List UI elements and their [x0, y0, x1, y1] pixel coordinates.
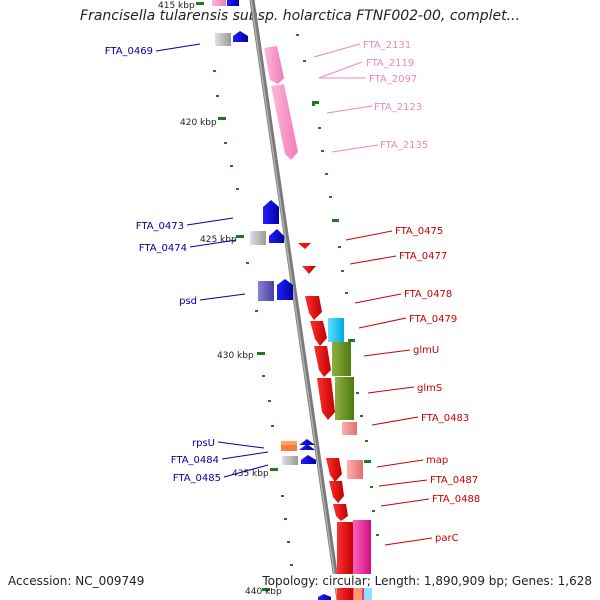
gene-label: map [426, 455, 448, 466]
ruler-label: 415 kbp [158, 1, 195, 11]
gene-label: FTA_0479 [409, 314, 457, 325]
gene-label: glmS [417, 383, 442, 394]
backbone [249, 0, 342, 600]
gene-label: FTA_0475 [395, 226, 443, 237]
ruler-label: 435 kbp [232, 469, 269, 479]
gene-label: FTA_0474 [139, 243, 187, 254]
gene-label: FTA_2097 [369, 74, 417, 85]
gene-label: FTA_0473 [136, 221, 184, 232]
gene-label: FTA_0483 [421, 413, 469, 424]
gene-label: FTA_0477 [399, 251, 447, 262]
gene-label: FTA_0484 [171, 455, 219, 466]
gene-label: FTA_2131 [363, 40, 411, 51]
ruler-label: 440 kbp [245, 587, 282, 597]
ruler-label: 430 kbp [217, 351, 254, 361]
gene-label: FTA_0478 [404, 289, 452, 300]
left-feature-labels[interactable]: FTA_0469 FTA_0473 FTA_0474 psd rpsU FTA_… [105, 46, 221, 484]
gene-label: FTA_0487 [430, 475, 478, 486]
gene-label: FTA_0469 [105, 46, 153, 57]
map-title: Francisella tularensis subsp. holarctica… [80, 8, 520, 24]
gene-label: FTA_2119 [366, 58, 414, 69]
track-dots [213, 34, 379, 566]
gene-label: glmU [413, 345, 439, 356]
gene-label: parC [435, 533, 459, 544]
ruler-label: 425 kbp [200, 235, 237, 245]
ruler-label: 420 kbp [180, 118, 217, 128]
gene-label: rpsU [192, 438, 215, 449]
right-features[interactable] [264, 46, 372, 600]
right-feature-labels-red[interactable]: FTA_0475 FTA_0477 FTA_0478 FTA_0479 glmU… [395, 226, 480, 544]
gene-label: FTA_0488 [432, 494, 480, 505]
ruler-labels: 415 kbp 420 kbp 425 kbp 430 kbp 435 kbp … [158, 1, 282, 597]
accession-text: Accession: NC_009749 [6, 574, 147, 588]
gene-label: FTA_2135 [380, 140, 428, 151]
leader-lines [155, 43, 433, 546]
gene-label: FTA_2123 [374, 102, 422, 113]
right-feature-labels-pink[interactable]: FTA_2131 FTA_2119 FTA_2097 FTA_2123 FTA_… [363, 40, 428, 151]
summary-text: Topology: circular; Length: 1,890,909 bp… [260, 574, 594, 588]
left-features[interactable] [212, 0, 331, 600]
ruler [196, 2, 371, 591]
gene-label: FTA_0485 [173, 473, 221, 484]
gene-label: psd [179, 296, 197, 307]
